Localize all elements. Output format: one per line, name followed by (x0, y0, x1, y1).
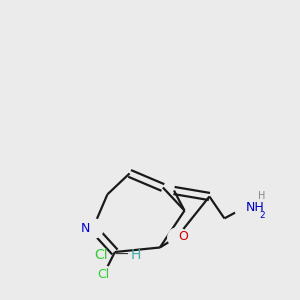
Text: Cl: Cl (98, 268, 110, 281)
Text: O: O (178, 230, 188, 244)
Text: 2: 2 (259, 211, 265, 220)
Text: Cl: Cl (94, 248, 108, 262)
Text: H: H (130, 248, 141, 262)
Text: —: — (115, 248, 128, 262)
Text: NH: NH (246, 201, 265, 214)
Text: H: H (258, 191, 266, 201)
Text: N: N (81, 221, 91, 235)
